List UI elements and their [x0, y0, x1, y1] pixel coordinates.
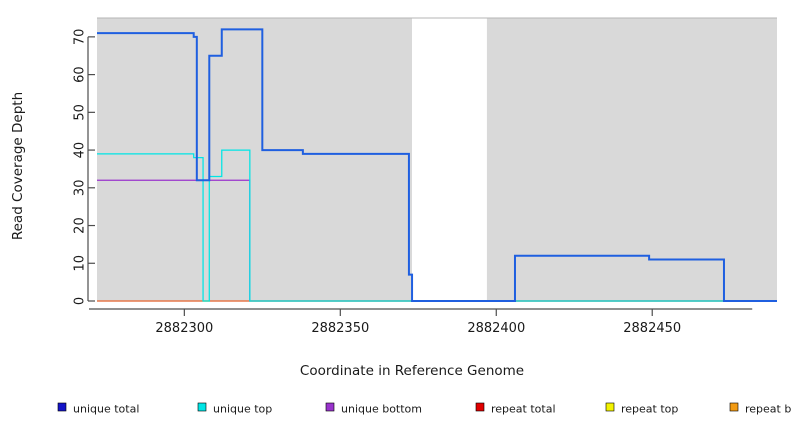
legend-label-unique-top[interactable]: unique top — [213, 403, 272, 416]
chart-legend: unique total unique top unique bottom repea… — [57, 402, 792, 416]
legend-label-repeat-total[interactable]: repeat total — [491, 403, 556, 416]
legend-swatch-repeat-top[interactable] — [605, 402, 615, 412]
y-tick-label: 0 — [73, 297, 88, 305]
x-tick-label: 2882350 — [311, 321, 369, 336]
x-axis: 2882300 2882350 2882400 2882450 — [89, 308, 753, 336]
y-tick-label: 60 — [73, 66, 88, 83]
y-tick-label: 40 — [73, 142, 88, 159]
legend-label-unique-total[interactable]: unique total — [73, 403, 139, 416]
legend-swatch-repeat-bottom[interactable] — [729, 402, 739, 412]
legend-label-repeat-top[interactable]: repeat top — [621, 403, 678, 416]
series-line-unique-top — [97, 149, 777, 302]
y-tick-label: 10 — [73, 255, 88, 272]
y-axis-title: Read Coverage Depth — [10, 92, 26, 240]
series-line-unique-total — [97, 28, 777, 302]
legend-label-repeat-bottom[interactable]: repeat bottom — [745, 403, 792, 416]
x-tick-label: 2882400 — [467, 321, 525, 336]
x-tick-label: 2882450 — [623, 321, 681, 336]
y-tick-label: 30 — [73, 180, 88, 197]
y-axis: 0 10 20 30 40 50 60 70 — [73, 29, 95, 305]
y-tick-label: 50 — [73, 104, 88, 121]
x-axis-title: Coordinate in Reference Genome — [300, 363, 524, 379]
series-lines — [97, 28, 777, 302]
legend-swatch-unique-bottom[interactable] — [325, 402, 335, 412]
plot-area-left — [97, 18, 413, 301]
uncovered-gap-region — [412, 18, 487, 301]
y-tick-label: 20 — [73, 217, 88, 234]
y-tick-label: 70 — [73, 29, 88, 46]
plot-area-right — [486, 18, 777, 301]
legend-swatch-unique-total[interactable] — [57, 402, 67, 412]
x-tick-label: 2882300 — [155, 321, 213, 336]
legend-label-unique-bottom[interactable]: unique bottom — [341, 403, 422, 416]
plot-background — [97, 17, 777, 301]
legend-swatch-repeat-total[interactable] — [475, 402, 485, 412]
legend-swatch-unique-top[interactable] — [197, 402, 207, 412]
